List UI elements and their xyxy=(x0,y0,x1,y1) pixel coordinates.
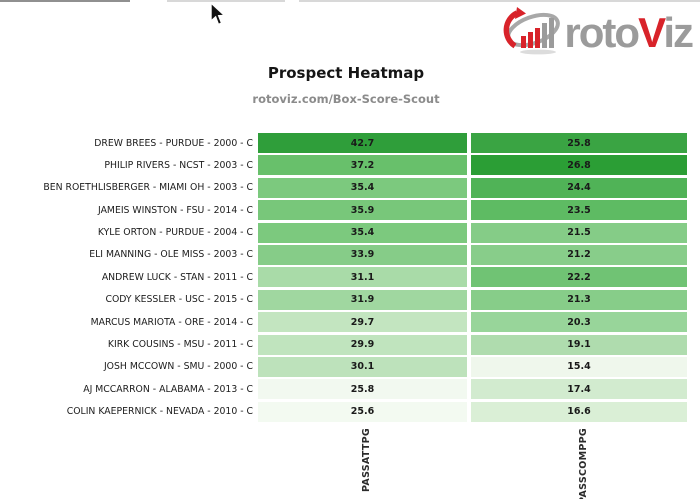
heatmap-cell: 31.1 xyxy=(258,267,467,288)
heatmap-cell: 26.8 xyxy=(471,155,687,176)
heatmap-cell: 25.6 xyxy=(258,401,467,422)
table-row: AJ MCCARRON - ALABAMA - 2013 - C 25.8 17.4 xyxy=(0,379,700,400)
browser-tab-edge-light2 xyxy=(299,0,700,2)
browser-tab-edge-dark xyxy=(0,0,130,2)
heatmap-cell: 24.4 xyxy=(471,177,687,198)
heatmap-cell: 37.2 xyxy=(258,155,467,176)
row-label: BEN ROETHLISBERGER - MIAMI OH - 2003 - C xyxy=(43,182,253,194)
row-label: PHILIP RIVERS - NCST - 2003 - C xyxy=(104,159,253,171)
table-row: JAMEIS WINSTON - FSU - 2014 - C 35.9 23.5 xyxy=(0,200,700,221)
row-label: CODY KESSLER - USC - 2015 - C xyxy=(105,294,253,306)
heatmap-cell: 21.3 xyxy=(471,289,687,310)
heatmap-cell: 25.8 xyxy=(471,133,687,153)
heatmap-cell: 21.2 xyxy=(471,244,687,265)
heatmap-cell: 29.7 xyxy=(258,312,467,333)
row-label: MARCUS MARIOTA - ORE - 2014 - C xyxy=(90,316,253,328)
table-row: MARCUS MARIOTA - ORE - 2014 - C 29.7 20.3 xyxy=(0,312,700,333)
row-label: ANDREW LUCK - STAN - 2011 - C xyxy=(101,271,253,283)
row-label: JOSH MCCOWN - SMU - 2000 - C xyxy=(103,361,253,373)
heatmap-cell: 29.9 xyxy=(258,334,467,355)
table-row: ANDREW LUCK - STAN - 2011 - C 31.1 22.2 xyxy=(0,267,700,288)
heatmap-cell: 21.5 xyxy=(471,222,687,243)
rotoviz-logo-text: rotoViz xyxy=(564,9,694,56)
heatmap-cell: 22.2 xyxy=(471,267,687,288)
column-label-passattpg: PASSATTPG xyxy=(361,428,372,492)
subtitle: rotoviz.com/Box-Score-Scout xyxy=(252,92,440,106)
table-row: KYLE ORTON - PURDUE - 2004 - C 35.4 21.5 xyxy=(0,222,700,243)
rotoviz-logo: rotoViz xyxy=(502,6,694,56)
table-row: BEN ROETHLISBERGER - MIAMI OH - 2003 - C… xyxy=(0,177,700,198)
logo-text-iz: iz xyxy=(663,9,694,56)
heatmap-cell: 42.7 xyxy=(258,133,467,153)
row-label: KYLE ORTON - PURDUE - 2004 - C xyxy=(97,227,253,239)
heatmap-cell: 35.4 xyxy=(258,177,467,198)
row-label: AJ MCCARRON - ALABAMA - 2013 - C xyxy=(83,383,253,395)
logo-text-roto: roto xyxy=(564,9,640,56)
heatmap-rows: DREW BREES - PURDUE - 2000 - C 42.7 25.8 PH… xyxy=(0,133,700,424)
table-row: CODY KESSLER - USC - 2015 - C 31.9 21.3 xyxy=(0,289,700,310)
heatmap-cell: 19.1 xyxy=(471,334,687,355)
page-title: Prospect Heatmap xyxy=(267,64,425,82)
row-label: JAMEIS WINSTON - FSU - 2014 - C xyxy=(97,204,253,216)
logo-text-v: V xyxy=(638,9,665,56)
heatmap-cell: 31.9 xyxy=(258,289,467,310)
heatmap-cell: 33.9 xyxy=(258,244,467,265)
heatmap-cell: 35.4 xyxy=(258,222,467,243)
browser-tab-edge-light xyxy=(167,0,285,2)
rotoviz-logo-icon xyxy=(504,7,561,55)
cursor-icon xyxy=(210,2,226,26)
heatmap-cell: 16.6 xyxy=(471,401,687,422)
table-row: KIRK COUSINS - MSU - 2011 - C 29.9 19.1 xyxy=(0,334,700,355)
table-row: ELI MANNING - OLE MISS - 2003 - C 33.9 21.… xyxy=(0,244,700,265)
row-label: DREW BREES - PURDUE - 2000 - C xyxy=(94,137,253,149)
heatmap-cell: 35.9 xyxy=(258,200,467,221)
table-row: PHILIP RIVERS - NCST - 2003 - C 37.2 26.8 xyxy=(0,155,700,176)
row-label: KIRK COUSINS - MSU - 2011 - C xyxy=(107,339,253,351)
table-row: COLIN KAEPERNICK - NEVADA - 2010 - C 25.6… xyxy=(0,401,700,422)
heatmap-cell: 23.5 xyxy=(471,200,687,221)
heatmap-cell: 17.4 xyxy=(471,379,687,400)
heatmap-cell: 30.1 xyxy=(258,356,467,377)
table-row: DREW BREES - PURDUE - 2000 - C 42.7 25.8 xyxy=(0,133,700,153)
row-label: ELI MANNING - OLE MISS - 2003 - C xyxy=(89,249,253,261)
heatmap-cell: 20.3 xyxy=(471,312,687,333)
heatmap-cell: 25.8 xyxy=(258,379,467,400)
heatmap-cell: 15.4 xyxy=(471,356,687,377)
table-row: JOSH MCCOWN - SMU - 2000 - C 30.1 15.4 xyxy=(0,356,700,377)
row-label: COLIN KAEPERNICK - NEVADA - 2010 - C xyxy=(66,406,253,418)
column-label-passcomppg: PASSCOMPPG xyxy=(578,428,589,499)
